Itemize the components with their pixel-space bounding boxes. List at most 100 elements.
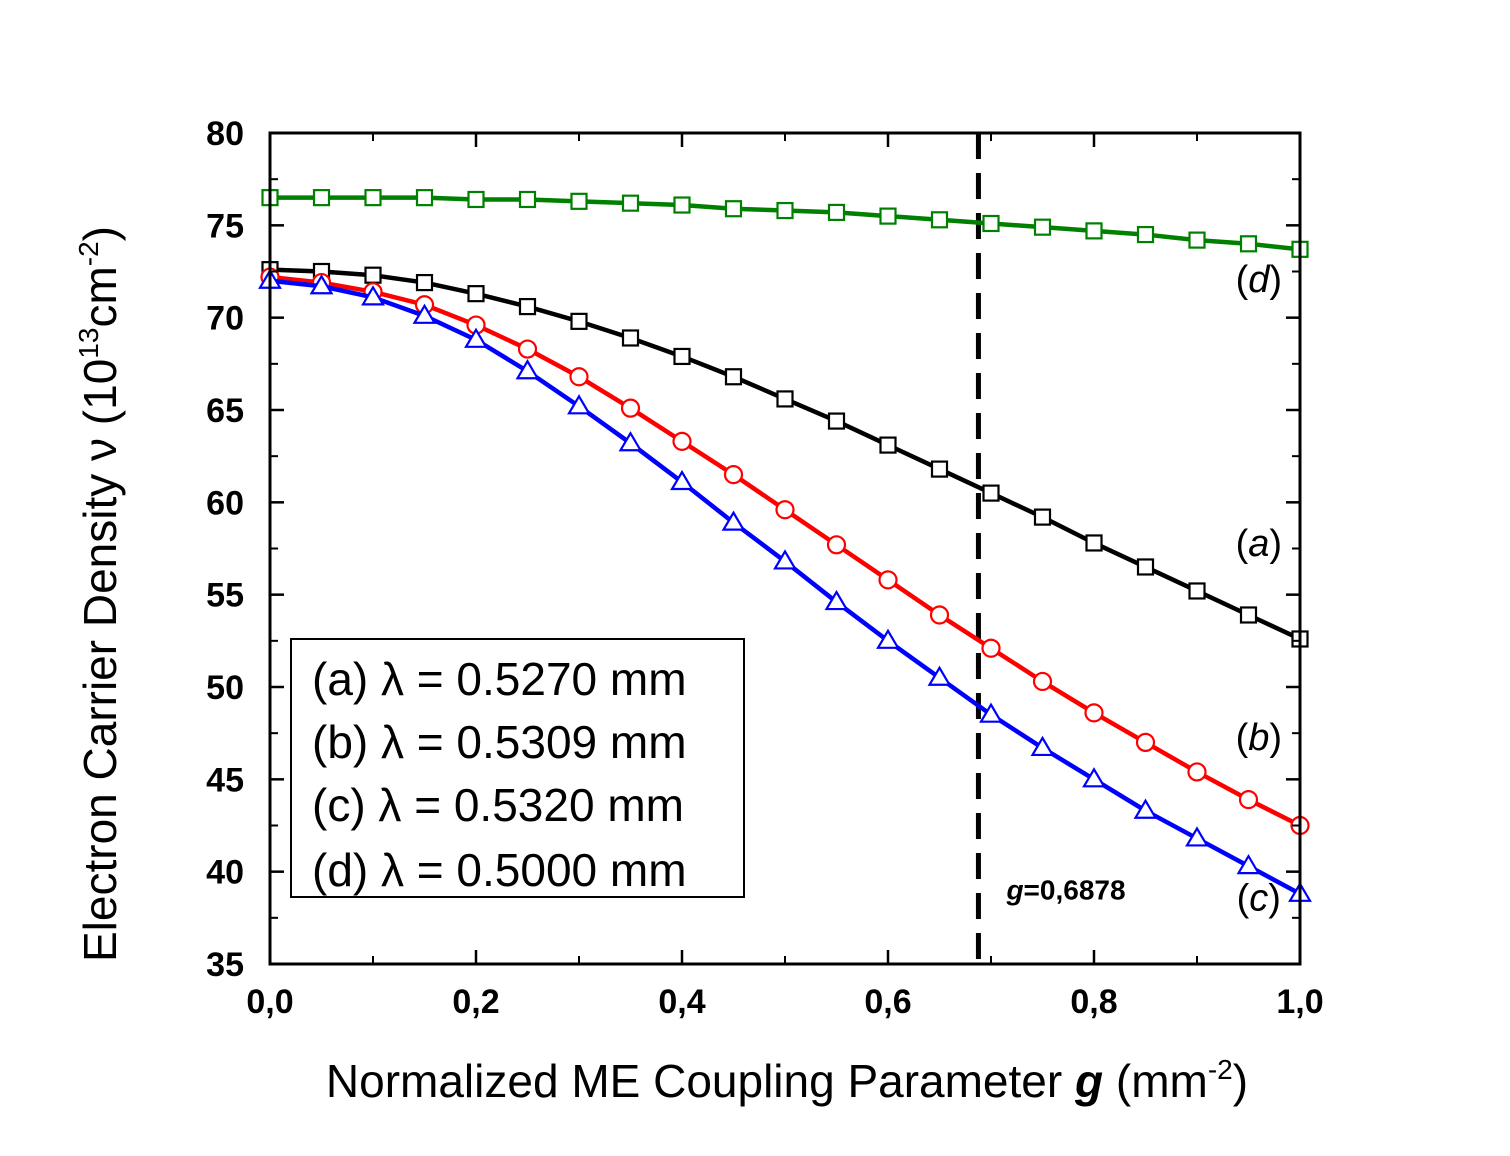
data-point-c (773, 549, 797, 570)
x-tick-label: 0,0 (246, 983, 293, 1021)
data-point-b (672, 431, 692, 451)
x-tick-label: 0,8 (1070, 983, 1117, 1021)
data-point-c (1030, 735, 1055, 757)
data-point-d (827, 203, 846, 222)
data-point-d (776, 201, 794, 220)
data-point-b (826, 535, 847, 555)
x-axis-title: Normalized ME Coupling Parameter g (mm-2… (326, 1054, 1248, 1107)
data-point-a (879, 436, 897, 454)
y-tick-label: 50 (206, 669, 244, 707)
series-d (261, 189, 1309, 258)
data-point-c (309, 274, 334, 295)
y-tick-label: 45 (206, 761, 244, 799)
data-point-d (467, 190, 485, 209)
data-point-a (621, 329, 640, 347)
data-point-c (361, 285, 385, 306)
data-point-a (1188, 582, 1206, 600)
data-point-b (981, 638, 1001, 658)
ticks: 0,0 0,2 0,4 0,6 0,8 1,0 35 40 45 50 55 60 65 70 75 80 (206, 115, 1323, 1021)
legend-box (290, 638, 745, 898)
data-point-c (670, 469, 694, 491)
data-point-c (412, 303, 437, 324)
data-point-b (1032, 671, 1053, 692)
curve-label-a: (a) (1236, 523, 1282, 565)
data-point-a (364, 266, 382, 284)
data-point-c (618, 431, 643, 452)
data-point-c (876, 628, 900, 649)
legend-entry-d: (d) λ = 0.5000 mm (312, 844, 687, 896)
series-c (258, 268, 1312, 902)
data-point-a (724, 368, 743, 386)
y-tick-label: 55 (206, 577, 244, 615)
data-point-b (878, 570, 898, 590)
data-point-b (929, 605, 950, 625)
data-point-d (982, 214, 1000, 233)
data-point-d (518, 190, 537, 209)
data-point-d (1136, 225, 1155, 244)
data-point-b (1187, 762, 1207, 782)
data-point-d (312, 189, 331, 207)
series-layer (258, 189, 1312, 902)
curve-label-c: (c) (1237, 877, 1281, 919)
data-point-a (1239, 606, 1258, 624)
legend-entry-c: (c) λ = 0.5320 mm (312, 779, 684, 831)
data-point-b (1238, 790, 1259, 810)
data-point-c (979, 702, 1003, 723)
data-point-a (1033, 508, 1052, 526)
curve-label-b: (b) (1236, 717, 1282, 759)
data-point-a (827, 412, 846, 430)
series-line-a (269, 267, 1301, 642)
y-axis-title: Electron Carrier Density ν (1013cm-2) (73, 226, 126, 962)
data-point-c (1185, 826, 1209, 847)
data-point-d (1033, 218, 1052, 236)
data-point-d (724, 200, 743, 218)
data-point-a (930, 460, 949, 478)
data-point-b (517, 339, 538, 359)
y-tick-label: 60 (206, 484, 244, 522)
series-b (260, 267, 1310, 836)
series-a (261, 261, 1309, 648)
data-point-d (673, 196, 691, 214)
data-point-d (621, 194, 640, 212)
data-point-d (1085, 222, 1103, 240)
data-point-a (518, 297, 537, 316)
data-point-d (364, 189, 382, 207)
data-point-a (673, 347, 691, 366)
data-point-c (515, 359, 540, 380)
data-point-d (1239, 235, 1258, 253)
data-point-c (567, 394, 591, 415)
data-point-c (824, 589, 849, 611)
y-tick-label: 65 (206, 392, 244, 430)
data-point-c (721, 510, 746, 531)
data-point-b (775, 500, 795, 520)
data-point-d (879, 207, 897, 225)
legend-entry-a: (a) λ = 0.5270 mm (312, 653, 687, 705)
vline-annotation: g=0,6878 (1005, 874, 1125, 905)
curve-label-d: (d) (1236, 259, 1282, 301)
data-point-a (982, 484, 1000, 502)
y-tick-label: 35 (206, 946, 244, 984)
data-point-b (569, 367, 589, 387)
y-tick-label: 80 (206, 115, 244, 153)
legend: (a) λ = 0.5270 mm (b) λ = 0.5309 mm (c) … (290, 638, 745, 898)
data-point-c (1236, 853, 1261, 875)
data-point-d (1188, 231, 1206, 249)
data-point-b (1135, 732, 1156, 753)
x-tick-label: 0,4 (658, 983, 705, 1021)
data-point-c (1082, 767, 1106, 788)
data-point-a (1136, 558, 1155, 576)
data-point-c (464, 327, 488, 348)
data-point-d (570, 192, 588, 210)
y-tick-label: 75 (206, 207, 244, 245)
x-tick-label: 1,0 (1276, 983, 1323, 1021)
curve-labels: (d) (a) (b) (c) (1236, 259, 1282, 920)
data-point-b (723, 465, 744, 485)
data-point-a (415, 273, 434, 292)
data-point-d (930, 211, 949, 229)
x-tick-label: 0,2 (452, 983, 499, 1021)
data-point-a (776, 390, 794, 408)
x-tick-label: 0,6 (864, 983, 911, 1021)
legend-entry-b: (b) λ = 0.5309 mm (312, 716, 687, 768)
data-point-b (1084, 703, 1104, 723)
